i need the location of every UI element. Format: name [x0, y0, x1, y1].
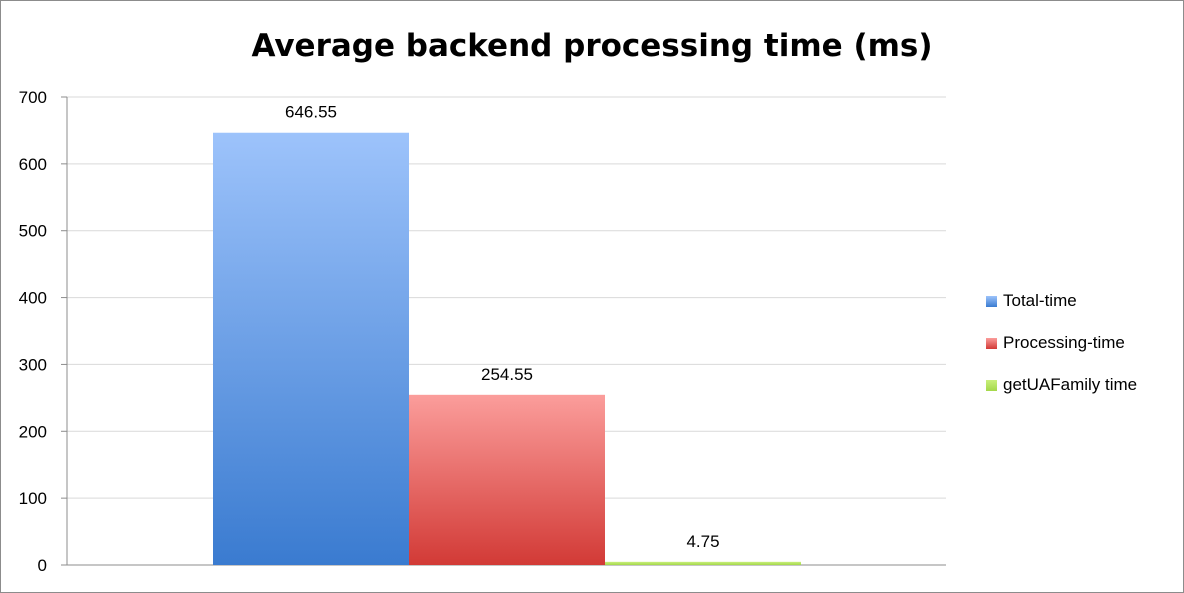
y-tick-label: 700 [19, 88, 47, 107]
legend-item: Processing-time [986, 322, 1137, 364]
y-tick-label: 600 [19, 155, 47, 174]
y-tick-label: 0 [38, 556, 47, 575]
data-label: 254.55 [481, 365, 533, 384]
legend-label: getUAFamily time [1003, 375, 1138, 394]
y-tick-label: 100 [19, 489, 47, 508]
bars [213, 132, 801, 565]
legend-swatch [986, 337, 997, 349]
legend-item: Total-time [986, 280, 1137, 322]
legend-swatch [986, 379, 997, 391]
y-tick-label: 500 [19, 222, 47, 241]
legend-label: Total-time [1003, 291, 1077, 310]
y-tick-label: 400 [19, 289, 47, 308]
legend-item: getUAFamily time [986, 364, 1137, 406]
legend-swatch [986, 295, 997, 307]
chart-title: Average backend processing time (ms) [251, 28, 933, 64]
data-label: 4.75 [686, 532, 719, 551]
data-label: 646.55 [285, 103, 337, 122]
legend: Total-time Processing-time getUAFamily tim… [986, 280, 1137, 406]
data-labels: 646.55 254.55 4.75 [285, 103, 720, 551]
axes: 0 100 200 300 400 500 600 700 [19, 88, 946, 575]
bar-processing-time [409, 394, 605, 565]
y-tick-label: 300 [19, 355, 47, 374]
bar-getuafamily-time [605, 561, 801, 565]
legend-label: Processing-time [1003, 333, 1125, 352]
bar-total-time [213, 132, 409, 565]
y-tick-label: 200 [19, 422, 47, 441]
